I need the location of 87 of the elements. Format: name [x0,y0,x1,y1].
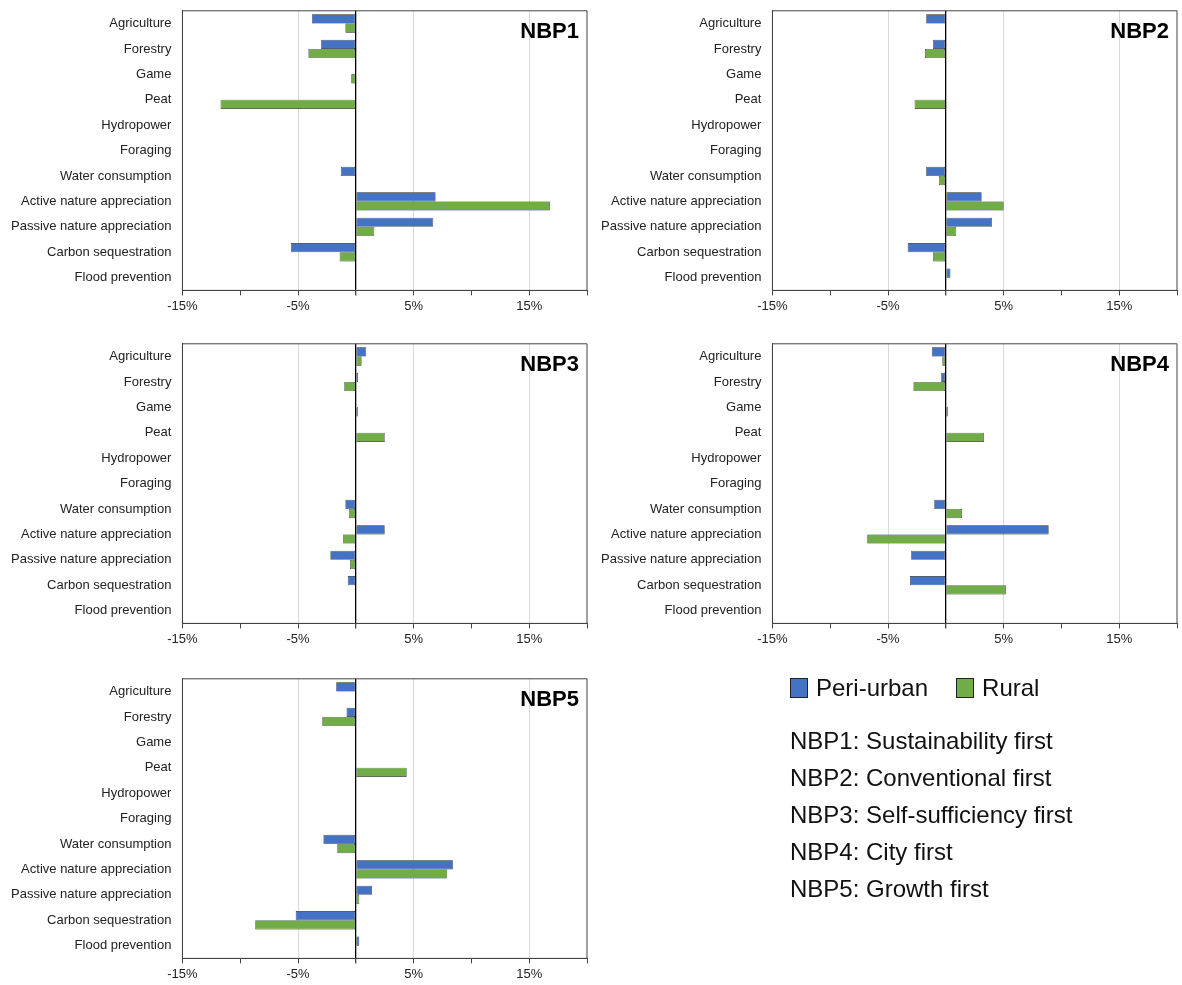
y-tick-label: Flood prevention [74,937,172,953]
y-tick-label: Foraging [120,475,172,491]
y-tick-label: Water consumption [59,500,172,516]
x-tick-label: 5% [404,297,424,313]
y-tick-label: Hydropower [691,449,763,465]
y-tick-label: Foraging [120,810,172,826]
y-tick-label: Active nature appreciation [611,193,762,209]
x-tick-label: 5% [994,297,1014,313]
x-tick-label: -15% [167,965,199,981]
y-tick-label: Peat [144,91,172,107]
x-tick-label: -5% [286,630,311,646]
x-tick-label: -15% [757,297,789,313]
x-tick-label: 15% [516,965,543,981]
y-tick-label: Foraging [710,142,762,158]
y-tick-label: Active nature appreciation [21,861,172,877]
x-tick-label: -15% [167,297,199,313]
y-tick-label: Carbon sequestration [47,576,172,592]
y-tick-label: Carbon sequestration [637,243,762,259]
y-tick-label: Peat [144,424,172,440]
y-tick-label: Forestry [713,40,762,56]
x-tick-label: -15% [167,630,199,646]
y-tick-label: Foraging [120,142,172,158]
chart-title: NBP3 [520,350,579,376]
y-tick-label: Game [136,65,172,81]
y-tick-label: Active nature appreciation [21,193,172,209]
x-tick-label: -5% [286,965,311,981]
y-tick-label: Passive nature appreciation [600,551,762,567]
y-tick-label: Agriculture [109,348,172,364]
text: NBP3: Self-sufficiency first [790,800,1073,830]
y-tick-label: Forestry [123,40,172,56]
y-tick-label: Active nature appreciation [21,526,172,542]
x-tick-label: -5% [876,630,901,646]
y-tick-label: Carbon sequestration [637,576,762,592]
x-tick-label: 5% [404,630,424,646]
y-tick-label: Foraging [710,475,762,491]
y-tick-label: Game [136,733,172,749]
chart-title: NBP1 [520,17,579,43]
y-tick-label: Passive nature appreciation [10,218,172,234]
y-tick-label: Forestry [123,373,172,389]
y-tick-label: Peat [144,759,172,775]
y-tick-label: Agriculture [699,15,762,31]
y-tick-label: Active nature appreciation [611,526,762,542]
y-tick-label: Hydropower [691,116,763,132]
legend-label: Peri-urban [816,674,929,702]
chart-title: NBP5 [520,685,579,711]
chart-title: NBP2 [1110,17,1169,43]
y-tick-label: Hydropower [101,116,173,132]
y-tick-label: Forestry [713,373,762,389]
y-tick-label: Agriculture [109,683,172,699]
y-tick-label: Carbon sequestration [47,911,172,927]
text: NBP1: Sustainability first [790,726,1054,756]
y-tick-label: Hydropower [101,449,173,465]
y-tick-label: Flood prevention [74,269,172,285]
y-tick-label: Forestry [123,708,172,724]
x-tick-label: 15% [516,297,543,313]
y-tick-label: Water consumption [59,835,172,851]
x-tick-label: 15% [516,630,543,646]
x-tick-label: 15% [1106,297,1133,313]
x-tick-label: -5% [286,297,311,313]
y-tick-label: Passive nature appreciation [600,218,762,234]
y-tick-label: Peat [734,424,762,440]
x-tick-label: 5% [404,965,424,981]
y-tick-label: Water consumption [649,167,762,183]
x-tick-label: -5% [876,297,901,313]
y-tick-label: Hydropower [101,784,173,800]
x-tick-label: 5% [994,630,1014,646]
y-tick-label: Passive nature appreciation [10,551,172,567]
y-tick-label: Flood prevention [664,269,762,285]
y-tick-label: Passive nature appreciation [10,886,172,902]
y-tick-label: Carbon sequestration [47,243,172,259]
y-tick-label: Water consumption [59,167,172,183]
y-tick-label: Game [136,398,172,414]
text: NBP4: City first [790,837,954,867]
text: NBP5: Growth first [790,874,990,904]
y-tick-label: Peat [734,91,762,107]
y-tick-label: Water consumption [649,500,762,516]
text: NBP2: Conventional first [790,763,1053,793]
x-tick-label: -15% [757,630,789,646]
chart-title: NBP4 [1110,350,1170,376]
y-tick-label: Agriculture [699,348,762,364]
y-tick-label: Flood prevention [74,602,172,618]
y-tick-label: Game [726,398,762,414]
y-tick-label: Flood prevention [664,602,762,618]
y-tick-label: Agriculture [109,15,172,31]
y-tick-label: Game [726,65,762,81]
x-tick-label: 15% [1106,630,1133,646]
legend-label: Rural [982,674,1040,702]
